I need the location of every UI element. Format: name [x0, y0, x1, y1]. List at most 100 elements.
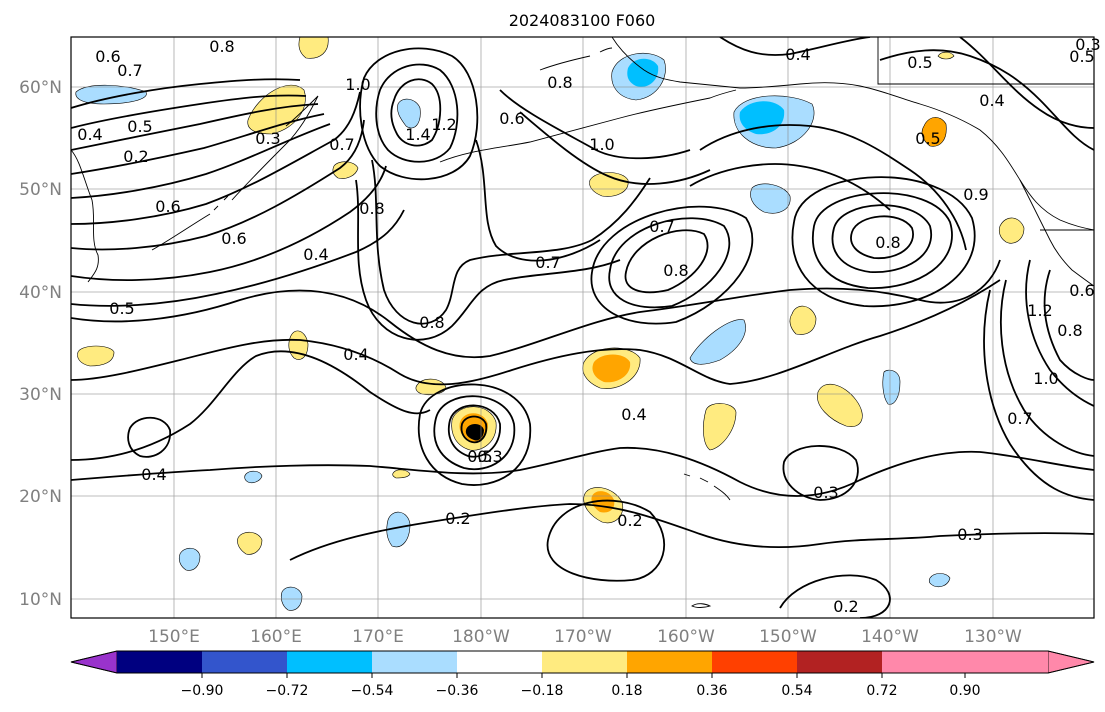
- contour-west-5: [71, 123, 331, 199]
- contour-label: 0.6: [1069, 281, 1094, 300]
- colorbar-segment: [202, 651, 287, 673]
- contour-central-06: [475, 139, 601, 262]
- lon-label-160e: 160°E: [250, 627, 302, 647]
- contour-label: 0.7: [1007, 409, 1032, 428]
- shade-yellow-coast: [998, 217, 1025, 244]
- contour-label: 1.2: [431, 115, 456, 134]
- contour-west-8: [71, 165, 387, 281]
- colorbar-segment: [287, 651, 372, 673]
- colorbar-segment: [627, 651, 712, 673]
- contour-label: 0.4: [343, 345, 368, 364]
- lon-label-140w: 140°W: [861, 627, 919, 647]
- lat-label-50n: 50°N: [19, 180, 62, 200]
- contour-label: 0.3: [957, 525, 982, 544]
- contour-label: 0.8: [663, 261, 688, 280]
- contour-label: 0.5: [915, 129, 940, 148]
- shade-black-typhoon: [465, 424, 484, 441]
- coast-bering: [539, 47, 613, 71]
- shade-yellow-30n-east: [817, 383, 863, 427]
- contour-label: 0.3: [813, 483, 838, 502]
- contour-gulf-07: [689, 163, 891, 211]
- shade-yellow-small: [392, 469, 411, 479]
- contour-east-high-4: [791, 176, 976, 308]
- contour-label: 0.3: [1075, 35, 1100, 54]
- shade-yellow-left: [77, 345, 115, 367]
- contour-west-2: [71, 94, 307, 129]
- contour-label: 0.8: [209, 37, 234, 56]
- contour-gulf-06: [699, 124, 967, 251]
- contour-west-1: [71, 78, 301, 109]
- colorbar-tick-label: −0.36: [436, 683, 479, 699]
- shade-yellow-top: [298, 37, 329, 59]
- contour-ne-04: [719, 37, 871, 56]
- shaded-regions: [75, 37, 1025, 611]
- shade-yellow-25n: [703, 403, 737, 451]
- contour-05-long: [71, 259, 1001, 359]
- contour-label: 0.2: [617, 511, 642, 530]
- contour-02-circle: [546, 499, 666, 582]
- contour-mid-high-2: [608, 217, 731, 309]
- contour-label: 1.4: [405, 125, 430, 144]
- contour-label: 1.0: [1033, 369, 1058, 388]
- coast-island: [691, 603, 712, 608]
- shade-blue-35n: [689, 319, 746, 365]
- contour-label: 1.2: [1027, 301, 1052, 320]
- contour-03-circle: [782, 445, 859, 501]
- contour-label: 0.8: [359, 199, 384, 218]
- contour-label: 0.5: [127, 117, 152, 136]
- figure-title: 2024083100 F060: [509, 11, 656, 30]
- lon-label-130w: 130°W: [964, 627, 1022, 647]
- contour-typhoon-2: [447, 404, 501, 458]
- contour-04-lower: [71, 350, 431, 461]
- colorbar-tick-label: 0.18: [611, 683, 642, 699]
- contour-bering-low-mid: [375, 63, 459, 163]
- shade-blue-nw: [75, 84, 147, 105]
- shade-blue-20n: [386, 511, 411, 548]
- contour-label: 0.5: [1069, 47, 1094, 66]
- lat-label-30n: 30°N: [19, 385, 62, 405]
- contour-label: 0.2: [833, 597, 858, 616]
- contour-label: 0.6: [155, 197, 180, 216]
- shade-blue-50n: [750, 183, 791, 214]
- contour-east-high-2: [831, 204, 933, 273]
- contour-label: 0.4: [621, 405, 646, 424]
- lat-label-10n: 10°N: [19, 590, 62, 610]
- contour-label: 0.3: [477, 447, 502, 466]
- shade-yellow-35n: [789, 305, 817, 335]
- coast-na-west: [1019, 179, 1094, 287]
- contour-label: 0.4: [77, 125, 102, 144]
- coast-kuril: [151, 195, 229, 251]
- map-panel: 0.8 0.7 0.6 0.5 0.4 0.3 0.2 1.0 1.4 1.2 …: [70, 35, 1101, 619]
- contour-label: 0.7: [649, 217, 674, 236]
- contour-label: 0.5: [109, 299, 134, 318]
- coast-hawaii: [683, 473, 731, 501]
- contour-02-small: [779, 574, 891, 618]
- colorbar-segment: [882, 651, 965, 673]
- colorbar-outline: [70, 650, 1095, 674]
- contour-label-group: 0.8 0.7 0.6 0.5 0.4 0.3 0.2 1.0 1.4 1.2 …: [77, 35, 1100, 616]
- colorbar-tick-label: −0.72: [266, 683, 309, 699]
- contour-east-high-3: [812, 192, 953, 289]
- contour-label: 1.0: [345, 75, 370, 94]
- lon-label-160w: 160°W: [657, 627, 715, 647]
- coast-asia: [71, 149, 99, 283]
- map-frame: [70, 36, 1095, 619]
- colorbar-tick-label: −0.90: [181, 683, 224, 699]
- contour-west-3: [71, 103, 319, 151]
- colorbar-tick-label: 0.72: [866, 683, 897, 699]
- contour-label: 0.6: [499, 109, 524, 128]
- contour-label: 0.2: [123, 147, 148, 166]
- contour-bering-low-inner: [390, 78, 442, 147]
- shade-blue-30n-east: [882, 369, 901, 405]
- contour-label: 1.0: [589, 135, 614, 154]
- contour-central-07: [355, 179, 621, 341]
- contour-label: 0.7: [535, 253, 560, 272]
- contour-central-08: [371, 159, 651, 325]
- contour-west-9: [71, 209, 405, 307]
- colorbar-tick-label: −0.18: [521, 683, 564, 699]
- contour-central-10: [499, 89, 691, 160]
- contour-label: 0.8: [875, 233, 900, 252]
- contour-lines: [71, 37, 1094, 618]
- shade-blue-15n: [178, 547, 201, 571]
- coast-alaska: [611, 37, 1094, 231]
